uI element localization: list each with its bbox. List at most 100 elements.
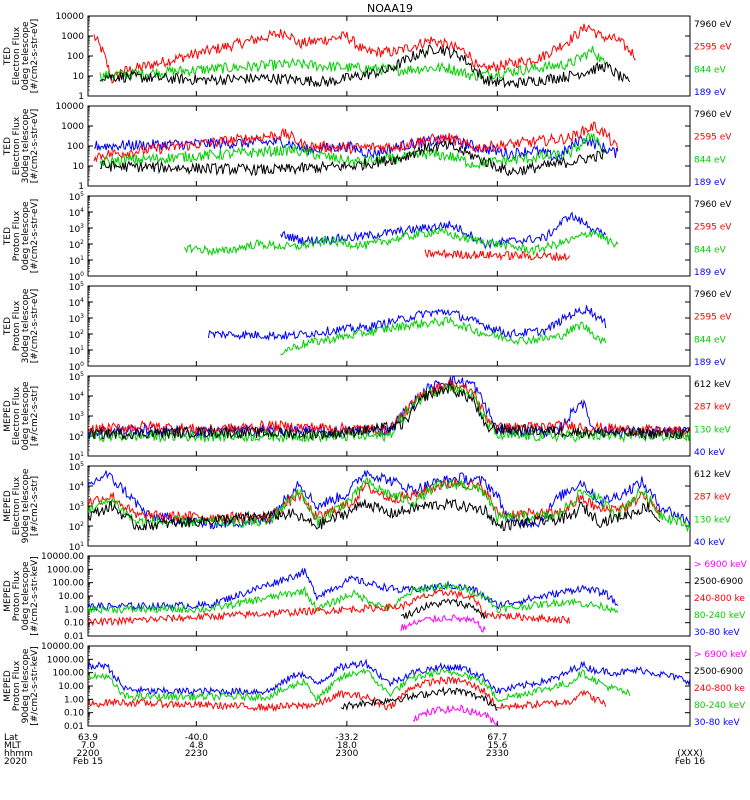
panel-series	[207, 305, 607, 356]
data-series-ted_e_30-1	[93, 121, 619, 163]
legend-entry: 189 eV	[694, 178, 727, 188]
legend-entry: 2595 eV	[694, 133, 732, 143]
legend-entry: 844 eV	[694, 335, 727, 345]
y-tick-label: 102	[69, 239, 84, 251]
y-tick-label: 104	[69, 391, 84, 403]
y-tick-label: 100.00	[53, 579, 85, 589]
y-tick-label: 105	[69, 191, 84, 203]
y-tick-label: 103	[69, 223, 84, 235]
y-tick-label: 10.00	[58, 592, 84, 602]
data-series-meped_p_0-1	[88, 582, 619, 615]
legend-entry: 189 eV	[694, 88, 727, 98]
data-series-meped_e_0-3	[88, 381, 690, 441]
y-tick-label: 0.10	[64, 709, 84, 719]
y-tick-label: 1	[78, 182, 84, 192]
y-tick-label: 0.10	[64, 619, 84, 629]
legend-entry: 7960 eV	[694, 290, 732, 300]
data-series-meped_p_90-3	[340, 686, 498, 712]
legend-entry: 130 keV	[694, 425, 731, 435]
y-tick-label: 100	[67, 52, 84, 62]
y-tick-label: 105	[69, 281, 84, 293]
panel-ted_e_0: 10000 1000 100 10 1 TEDElectron Flux0deg tele…	[3, 12, 732, 102]
panel-series	[88, 469, 690, 533]
y-tick-label: 100	[67, 142, 84, 152]
panel-frame	[87, 195, 691, 277]
legend-entry: 2500-6900	[694, 577, 743, 587]
y-tick-label: 100	[69, 361, 84, 373]
legend-entry: 240-800 ke	[694, 684, 745, 694]
x-tick-value: 2300	[335, 749, 358, 759]
legend-entry: 7960 eV	[694, 110, 732, 120]
x-tick-value: -40.0	[185, 733, 209, 743]
x-tick-value: 2230	[185, 749, 208, 759]
legend-entry: 287 keV	[694, 403, 731, 413]
x-tick-value: 18.0	[337, 741, 357, 751]
x-tick-value: 15.6	[487, 741, 507, 751]
legend-entry: 7960 eV	[694, 200, 732, 210]
legend-entry: 40 keV	[694, 448, 726, 458]
legend-entry: 130 keV	[694, 515, 731, 525]
panel-y-label: TEDProton Flux30deg telescope[#/cm2-s-st…	[3, 288, 40, 363]
x-row-label: MLT	[4, 741, 22, 751]
y-tick-label: 104	[69, 481, 84, 493]
data-series-ted_p_30-1	[280, 315, 607, 356]
legend-entry: 612 keV	[694, 470, 731, 480]
panel-y-label: MEPEDElectron Flux90deg telescope[#/cm2-…	[3, 468, 40, 543]
data-series-meped_p_0-0	[88, 567, 619, 612]
y-tick-label: 1000	[61, 122, 84, 132]
y-tick-label: 1000.00	[47, 655, 84, 665]
legend-entry: > 6900 keV	[694, 650, 748, 660]
x-tick-value: 2200	[77, 749, 100, 759]
legend-entry: 844 eV	[694, 65, 727, 75]
panel-y-label: TEDElectron Flux0deg telescope[#/cm2-s-s…	[3, 19, 40, 94]
y-tick-label: 10000.00	[41, 552, 84, 562]
y-tick-label: 10	[73, 162, 85, 172]
y-tick-label: 104	[69, 297, 84, 309]
y-tick-label: 105	[69, 461, 84, 473]
data-series-ted_e_0-2	[99, 44, 631, 89]
data-series-meped_p_0-4	[400, 614, 486, 633]
legend-entry: 80-240 keV	[694, 611, 746, 621]
legend-entry: 844 eV	[694, 245, 727, 255]
panel-series	[88, 376, 690, 444]
data-series-ted_e_30-2	[99, 132, 606, 170]
y-tick-label: 101	[69, 345, 84, 357]
y-tick-label: 1000	[61, 32, 84, 42]
y-tick-label: 103	[69, 411, 84, 423]
panel-y-label: MEPEDProton Flux0deg telescope[#/cm2-s-s…	[3, 556, 40, 635]
x-row-label: hhmm	[4, 749, 33, 759]
y-tick-label: 10.00	[58, 682, 84, 692]
x-tick-value: 2330	[486, 749, 509, 759]
panel-series	[88, 658, 690, 726]
y-tick-label: 10000.00	[41, 642, 84, 652]
data-series-meped_p_0-2	[88, 589, 571, 627]
y-tick-label: 102	[69, 329, 84, 341]
x-tick-value: 67.7	[487, 733, 507, 743]
panel-series	[93, 23, 636, 89]
data-series-ted_p_0-1	[183, 226, 619, 257]
panel-ted_e_30: 10000 1000 100 10 1 TEDElectron Flux30deg tel…	[3, 102, 732, 192]
y-tick-label: 0.01	[64, 722, 84, 732]
data-series-meped_p_90-0	[88, 658, 690, 697]
legend-entry: 240-800 ke	[694, 594, 745, 604]
data-series-ted_p_0-0	[280, 211, 607, 250]
y-tick-label: 104	[69, 207, 84, 219]
legend-entry: 2595 eV	[694, 313, 732, 323]
legend-entry: 80-240 keV	[694, 701, 746, 711]
data-series-ted_e_30-0	[93, 134, 619, 162]
x-row-label: 2020	[4, 757, 27, 767]
panel-meped_e_90: 105 104 103 102 101 MEPEDElectron Flux90deg t…	[3, 461, 731, 553]
x-tick-value: Feb 16	[675, 757, 706, 767]
panel-y-label: TEDProton Flux0deg telescope[#/cm2-s-str…	[3, 199, 40, 274]
x-tick-value: 4.8	[189, 741, 204, 751]
panel-y-label: MEPEDProton Flux90deg telescope[#/cm2-s-…	[3, 646, 40, 725]
y-tick-label: 103	[69, 313, 84, 325]
legend-entry: > 6900 keV	[694, 560, 748, 570]
panel-series	[88, 567, 619, 633]
y-tick-label: 102	[69, 431, 84, 443]
legend-entry: 189 eV	[694, 268, 727, 278]
data-series-meped_e_90-3	[88, 498, 661, 532]
